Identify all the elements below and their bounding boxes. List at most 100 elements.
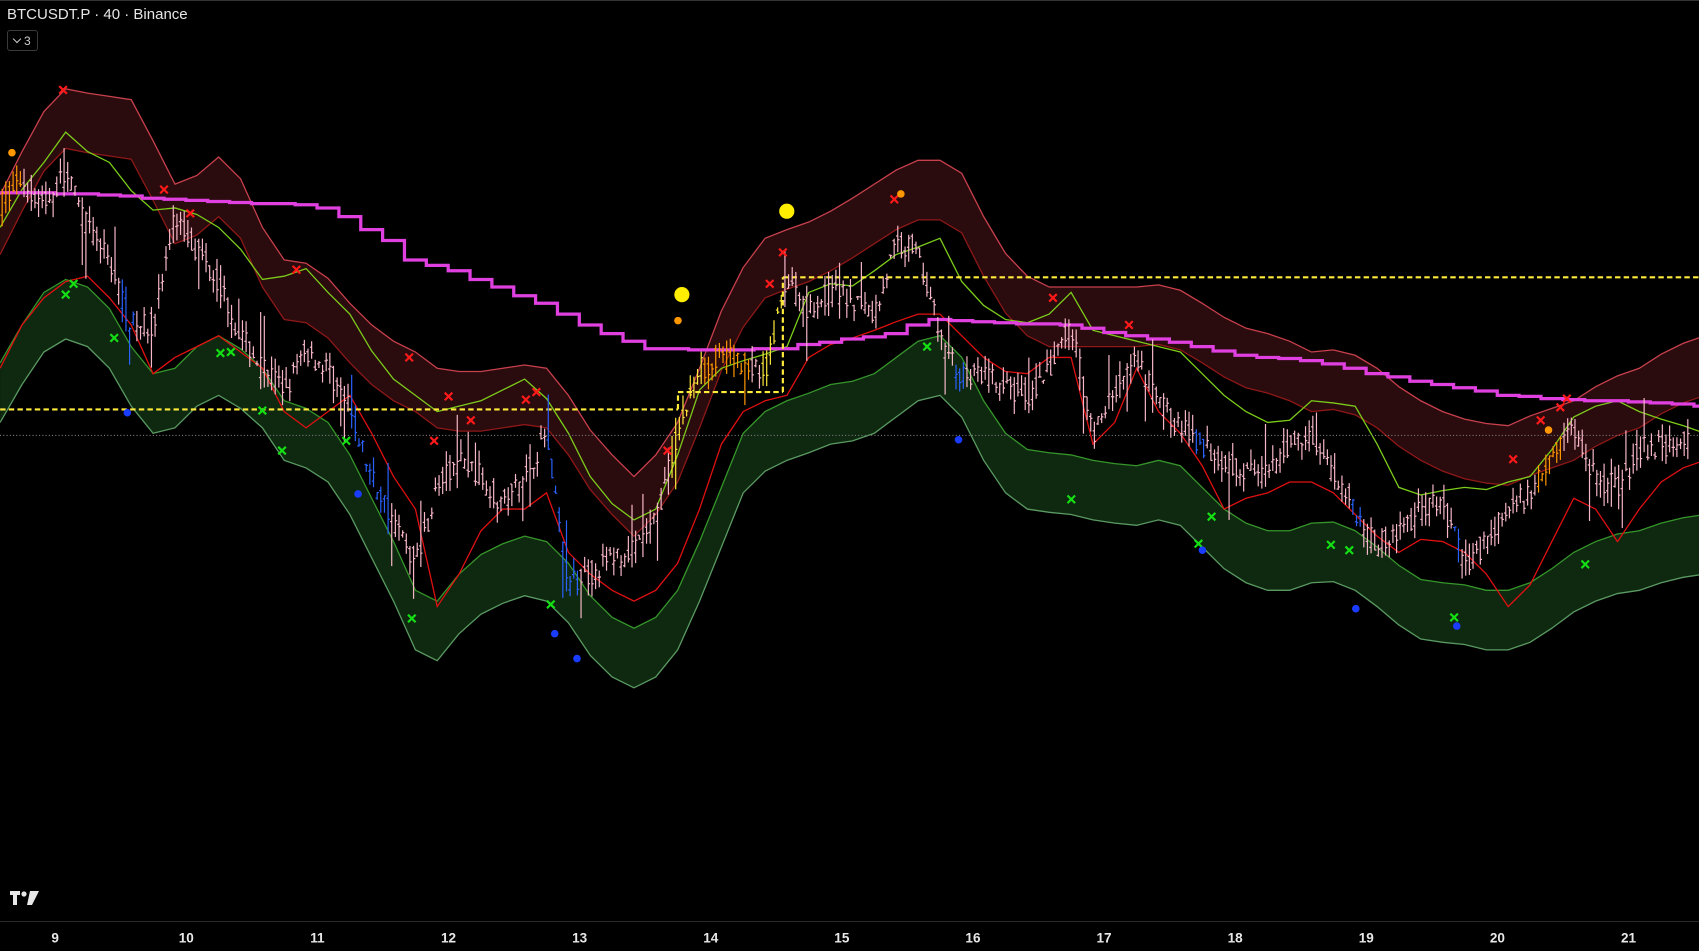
ohlc-bar bbox=[426, 518, 430, 532]
ohlc-bar bbox=[1631, 443, 1635, 474]
ohlc-bar bbox=[1369, 517, 1373, 554]
ohlc-bar bbox=[939, 329, 944, 351]
ohlc-bar bbox=[1351, 498, 1355, 515]
ohlc-bar bbox=[135, 310, 139, 342]
ohlc-bar bbox=[306, 348, 310, 367]
window-top-border bbox=[0, 0, 1699, 1]
ohlc-bar bbox=[1660, 424, 1665, 462]
ohlc-bar bbox=[1584, 443, 1588, 472]
ohlc-bar bbox=[819, 299, 824, 308]
ohlc-bar bbox=[528, 444, 532, 507]
ohlc-bar bbox=[251, 346, 256, 359]
x-stroke bbox=[341, 436, 351, 446]
ohlc-bar bbox=[648, 509, 652, 544]
ohlc-bar bbox=[113, 226, 117, 285]
ohlc-bar bbox=[1514, 495, 1519, 513]
ohlc-bar bbox=[215, 258, 219, 302]
x-stroke bbox=[68, 279, 79, 289]
ohlc-bar bbox=[255, 360, 259, 366]
ohlc-bar bbox=[379, 486, 383, 513]
x-stroke bbox=[662, 446, 673, 456]
red-x-marker bbox=[1562, 394, 1572, 404]
ohlc-bar bbox=[433, 477, 438, 492]
ohlc-bar bbox=[1081, 376, 1086, 434]
ohlc-bar bbox=[302, 339, 307, 363]
x-stroke bbox=[61, 290, 71, 300]
ohlc-bar bbox=[1118, 361, 1122, 399]
ohlc-bar bbox=[1129, 354, 1133, 384]
ohlc-bar bbox=[1067, 319, 1071, 351]
ohlc-bar bbox=[1595, 469, 1599, 497]
ohlc-bar bbox=[360, 440, 365, 453]
ohlc-bar bbox=[1558, 436, 1563, 460]
red-x-marker bbox=[889, 194, 899, 204]
yellow-big-dot-marker bbox=[779, 203, 795, 219]
ohlc-bar bbox=[1107, 355, 1111, 410]
ohlc-bar bbox=[1489, 519, 1493, 546]
ohlc-bar bbox=[481, 467, 485, 490]
ohlc-bar bbox=[462, 458, 467, 469]
ohlc-bar bbox=[797, 292, 802, 312]
ohlc-bar bbox=[1209, 443, 1213, 462]
ohlc-bar bbox=[495, 501, 500, 523]
ohlc-bar bbox=[25, 182, 30, 203]
tradingview-logo-icon[interactable] bbox=[10, 890, 40, 906]
ohlc-bar bbox=[499, 496, 503, 512]
red-x-marker bbox=[58, 85, 68, 95]
ohlc-bar bbox=[936, 317, 940, 342]
indicators-toggle-button[interactable]: 3 bbox=[7, 30, 38, 51]
ohlc-bar bbox=[229, 304, 234, 339]
symbol-title[interactable]: BTCUSDT.P · 40 · Binance bbox=[7, 6, 188, 23]
ohlc-bar bbox=[1329, 455, 1333, 482]
ohlc-bar bbox=[1205, 425, 1209, 449]
ohlc-bar bbox=[1110, 390, 1115, 411]
ohlc-bar bbox=[440, 466, 445, 495]
ohlc-bar bbox=[473, 442, 478, 486]
ohlc-bar bbox=[1281, 428, 1286, 464]
ohlc-bar bbox=[266, 369, 270, 387]
ohlc-bar bbox=[1089, 413, 1093, 432]
ohlc-bar bbox=[102, 229, 106, 259]
ohlc-bar bbox=[1616, 464, 1621, 510]
x-stroke bbox=[1326, 540, 1336, 550]
ohlc-bar bbox=[178, 211, 183, 235]
x-stroke bbox=[109, 333, 119, 343]
red-x-marker bbox=[521, 395, 531, 405]
ohlc-bar bbox=[1500, 512, 1504, 527]
ohlc-bar bbox=[491, 478, 496, 509]
x-stroke bbox=[159, 184, 169, 195]
blue-dot-marker bbox=[550, 629, 559, 638]
signal-markers-layer bbox=[8, 85, 1590, 663]
x-axis: 9 10 11 12 13 14 15 16 17 18 19 20 21 bbox=[51, 930, 1636, 945]
ohlc-bar bbox=[896, 225, 900, 253]
green-x-marker bbox=[109, 333, 119, 343]
ohlc-bar bbox=[1365, 523, 1370, 555]
ohlc-bar bbox=[1474, 540, 1479, 554]
ohlc-bar bbox=[1085, 396, 1089, 421]
ohlc-bar bbox=[1158, 396, 1162, 409]
ohlc-bar bbox=[921, 262, 926, 285]
ohlc-bar bbox=[389, 503, 394, 567]
blue-dot-marker bbox=[354, 490, 362, 498]
ohlc-bar bbox=[568, 576, 572, 597]
ohlc-bar bbox=[248, 341, 252, 368]
ohlc-bar bbox=[84, 211, 88, 279]
ohlc-bar bbox=[899, 232, 904, 259]
ohlc-bar bbox=[1045, 349, 1049, 373]
ohlc-bar bbox=[1573, 418, 1577, 450]
ohlc-bar bbox=[200, 238, 205, 261]
ohlc-bar bbox=[1613, 466, 1617, 488]
green-x-marker bbox=[1449, 612, 1459, 622]
x-stroke bbox=[257, 405, 267, 416]
ohlc-bar bbox=[1551, 446, 1555, 458]
ohlc-bar bbox=[677, 416, 682, 441]
ohlc-bar bbox=[652, 512, 656, 525]
ohlc-bar bbox=[484, 480, 489, 496]
ohlc-bar bbox=[76, 197, 81, 207]
ohlc-bar bbox=[553, 485, 558, 494]
ohlc-bar bbox=[1143, 374, 1148, 422]
ohlc-bar bbox=[269, 356, 274, 391]
ohlc-bar bbox=[1427, 497, 1432, 527]
ohlc-bar bbox=[542, 428, 547, 448]
